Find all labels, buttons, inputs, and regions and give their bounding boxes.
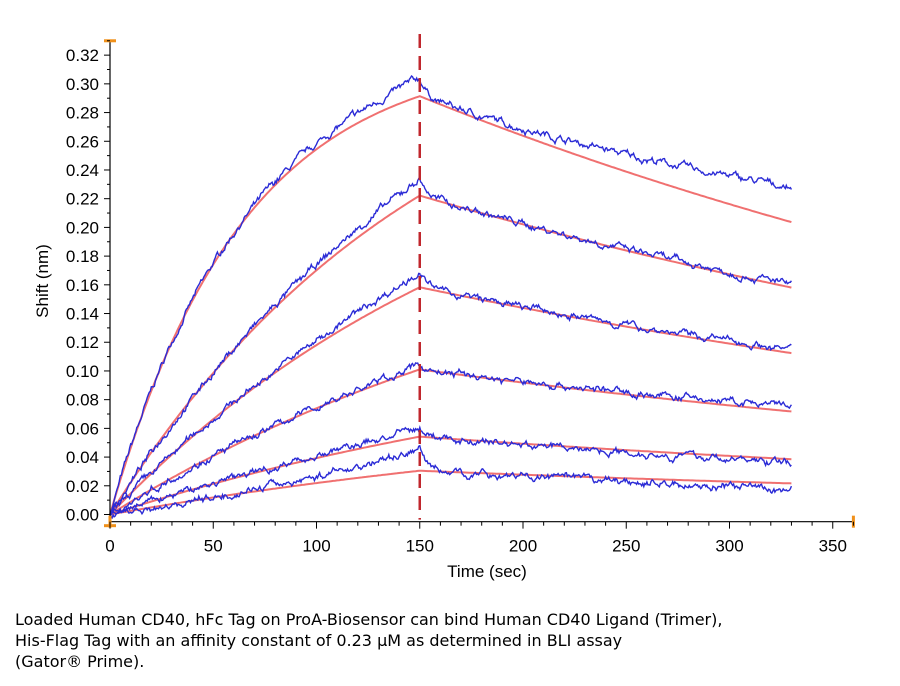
fit-curve-4 <box>109 368 792 516</box>
measured-trace-6 <box>109 444 793 520</box>
fit-curve-6 <box>109 469 792 516</box>
y-tick-label: 0.24 <box>66 161 99 180</box>
y-tick-label: 0.16 <box>66 276 99 295</box>
y-tick-label: 0.02 <box>66 477 99 496</box>
bli-kinetics-chart: 0.00 0.02 0.04 0.06 0.08 0.10 0.12 0.14 0.16 0.18… <box>33 34 855 581</box>
y-tick-label: 0.12 <box>66 333 99 352</box>
x-tick-label: 100 <box>302 537 330 556</box>
y-tick-label: 0.28 <box>66 104 99 123</box>
y-tick-label: 0.14 <box>66 305 99 324</box>
x-tick-label: 250 <box>612 537 640 556</box>
y-tick-label: 0.26 <box>66 132 99 151</box>
x-axis-title: Time (sec) <box>447 562 527 581</box>
y-tick-label: 0.10 <box>66 362 99 381</box>
y-axis-title: Shift (nm) <box>33 244 52 318</box>
fit-curve-2 <box>109 194 792 516</box>
y-tick-label: 0.04 <box>66 448 99 467</box>
y-tick-label: 0.00 <box>66 506 99 525</box>
x-tick-label: 200 <box>509 537 537 556</box>
fit-curve-1 <box>109 95 792 515</box>
axes: 0.00 0.02 0.04 0.06 0.08 0.10 0.12 0.14 0.16 0.18… <box>66 39 855 556</box>
y-tick-label: 0.22 <box>66 190 99 209</box>
y-tick-label: 0.18 <box>66 247 99 266</box>
caption-line-1: Loaded Human CD40, hFc Tag on ProA-Biose… <box>15 610 723 629</box>
x-tick-label: 50 <box>204 537 223 556</box>
y-tick-label: 0.08 <box>66 391 99 410</box>
measured-trace-5 <box>109 424 792 517</box>
measured-trace-1 <box>109 74 793 517</box>
caption-line-2: His-Flag Tag with an affinity constant o… <box>15 631 623 650</box>
y-tick-label: 0.06 <box>66 419 99 438</box>
x-tick-label: 0 <box>105 537 114 556</box>
measured-traces <box>109 74 793 520</box>
measured-trace-3 <box>109 272 792 515</box>
y-tick-label: 0.32 <box>66 46 99 65</box>
measured-trace-4 <box>109 362 792 515</box>
figure-caption: Loaded Human CD40, hFc Tag on ProA-Biose… <box>15 609 885 672</box>
measured-trace-2 <box>109 177 792 517</box>
y-tick-label: 0.20 <box>66 218 99 237</box>
y-tick-label: 0.30 <box>66 75 99 94</box>
x-tick-label: 350 <box>819 537 847 556</box>
x-tick-label: 150 <box>406 537 434 556</box>
fit-curve-5 <box>109 435 792 516</box>
caption-line-3: (Gator® Prime). <box>15 652 145 671</box>
x-tick-label: 300 <box>715 537 743 556</box>
